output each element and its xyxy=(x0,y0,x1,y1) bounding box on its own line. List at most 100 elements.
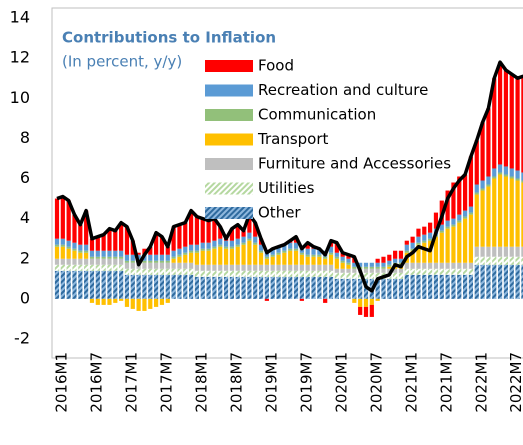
bar-segment xyxy=(241,244,246,265)
bar-segment xyxy=(439,224,444,231)
bar-segment xyxy=(101,250,106,257)
bar-segment xyxy=(305,248,310,255)
bar-segment xyxy=(148,260,153,263)
bar-segment xyxy=(200,218,205,243)
bar-segment xyxy=(468,214,474,263)
bar-segment xyxy=(299,298,304,301)
bar-segment xyxy=(270,248,275,255)
bar-segment xyxy=(107,256,112,259)
bar-segment xyxy=(317,270,322,277)
bar-segment xyxy=(393,272,398,279)
bar-segment xyxy=(492,176,497,179)
bar-segment xyxy=(148,254,153,261)
bar-segment xyxy=(497,174,503,247)
bar-segment xyxy=(515,178,520,181)
bar-segment xyxy=(428,274,433,299)
bar-segment xyxy=(84,270,89,299)
bar-segment xyxy=(142,268,147,275)
bar-segment xyxy=(229,246,234,249)
legend-label: Recreation and culture xyxy=(258,81,428,99)
y-tick-label: 2 xyxy=(20,248,30,267)
bar-segment xyxy=(142,248,147,255)
bar-segment xyxy=(264,258,269,265)
bar-segment xyxy=(235,276,240,299)
bar-segment xyxy=(72,248,77,251)
bar-segment xyxy=(159,260,165,263)
bar-segment xyxy=(439,268,444,275)
bar-segment xyxy=(54,244,60,247)
bar-segment xyxy=(328,252,334,255)
bar-segment xyxy=(113,250,118,257)
bar-segment xyxy=(194,250,200,253)
x-tick-label: 2019M1 xyxy=(262,352,280,413)
bar-segment xyxy=(468,268,474,275)
bar-segment xyxy=(503,264,509,299)
bar-segment xyxy=(60,244,65,247)
bar-segment xyxy=(463,216,468,219)
bar-segment xyxy=(124,260,130,263)
bar-segment xyxy=(66,248,71,259)
bar-segment xyxy=(404,274,409,299)
bar-segment xyxy=(154,298,159,307)
bar-segment xyxy=(89,270,95,299)
bar-segment xyxy=(293,270,299,277)
bar-segment xyxy=(84,210,89,245)
bar-segment xyxy=(119,250,124,257)
bar-segment xyxy=(54,246,60,259)
chart-title: Contributions to Inflation xyxy=(62,29,276,47)
bar-segment xyxy=(200,242,205,249)
bar-segment xyxy=(247,276,252,299)
bar-segment xyxy=(212,248,217,265)
bar-segment xyxy=(363,306,369,317)
bar-segment xyxy=(253,270,258,277)
bar-segment xyxy=(387,260,392,265)
bar-segment xyxy=(270,254,275,257)
bar-segment xyxy=(54,270,60,299)
bar-segment xyxy=(177,254,182,257)
bar-segment xyxy=(369,262,374,267)
bar-segment xyxy=(323,258,328,265)
bar-segment xyxy=(107,228,112,251)
bar-segment xyxy=(422,262,427,269)
bar-segment xyxy=(311,264,316,271)
bar-segment xyxy=(258,276,264,299)
bar-segment xyxy=(334,242,339,253)
bar-segment xyxy=(497,256,503,265)
bar-segment xyxy=(439,274,444,299)
bar-segment xyxy=(358,262,363,267)
bar-segment xyxy=(235,270,240,277)
bar-segment xyxy=(95,250,100,257)
bar-segment xyxy=(375,258,380,263)
bar-segment xyxy=(381,256,386,263)
bar-segment xyxy=(363,272,369,279)
bar-segment xyxy=(270,264,275,271)
bar-segment xyxy=(305,264,310,271)
bar-segment xyxy=(515,78,520,171)
bar-segment xyxy=(509,168,514,177)
bar-segment xyxy=(235,264,240,271)
bar-segment xyxy=(293,248,299,251)
bar-segment xyxy=(107,298,112,305)
bar-segment xyxy=(119,264,124,271)
bar-segment xyxy=(346,254,351,259)
bar-segment xyxy=(159,262,165,269)
bar-segment xyxy=(328,276,334,299)
bar-segment xyxy=(352,268,357,273)
bar-segment xyxy=(299,276,304,299)
bar-segment xyxy=(404,268,409,275)
bar-segment xyxy=(328,264,334,271)
bar-segment xyxy=(183,274,188,299)
bar-segment xyxy=(445,226,450,229)
bar-segment xyxy=(398,250,404,259)
bar-segment xyxy=(270,276,275,299)
x-tick-label: 2020M1 xyxy=(332,352,350,413)
bar-segment xyxy=(282,270,287,277)
bar-segment xyxy=(253,244,258,265)
bar-segment xyxy=(486,246,491,257)
bar-segment xyxy=(241,276,246,299)
x-tick-label: 2016M7 xyxy=(87,352,105,413)
bar-segment xyxy=(194,216,200,245)
bar-segment xyxy=(66,200,71,241)
bar-segment xyxy=(194,252,200,265)
